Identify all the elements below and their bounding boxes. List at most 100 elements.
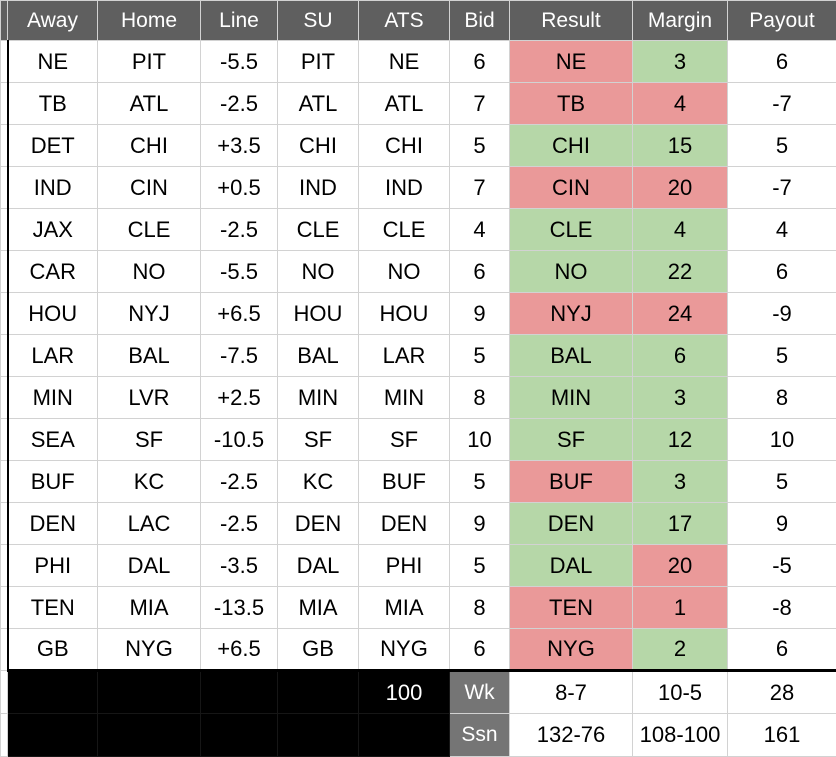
cell-line[interactable]: -2.5 bbox=[201, 503, 278, 545]
cell-result[interactable]: CLE bbox=[510, 209, 633, 251]
cell-bid[interactable]: 6 bbox=[450, 251, 510, 293]
column-header-ats[interactable]: ATS bbox=[359, 1, 450, 41]
cell-payout[interactable]: 6 bbox=[728, 251, 836, 293]
cell-margin[interactable]: 1 bbox=[633, 587, 728, 629]
cell-away[interactable]: BUF bbox=[8, 461, 98, 503]
cell-line[interactable]: -2.5 bbox=[201, 83, 278, 125]
cell-result[interactable]: TB bbox=[510, 83, 633, 125]
cell-su[interactable]: DAL bbox=[278, 545, 359, 587]
cell-su[interactable]: SF bbox=[278, 419, 359, 461]
cell-ats[interactable]: CLE bbox=[359, 209, 450, 251]
column-header-margin[interactable]: Margin bbox=[633, 1, 728, 41]
cell-payout[interactable]: -5 bbox=[728, 545, 836, 587]
cell-line[interactable]: +6.5 bbox=[201, 293, 278, 335]
cell-bid[interactable]: 5 bbox=[450, 461, 510, 503]
cell-bid[interactable]: 5 bbox=[450, 545, 510, 587]
cell-ats[interactable]: BUF bbox=[359, 461, 450, 503]
column-header-line[interactable]: Line bbox=[201, 1, 278, 41]
cell-margin[interactable]: 3 bbox=[633, 461, 728, 503]
cell-line[interactable]: +6.5 bbox=[201, 629, 278, 671]
total-bid-cell[interactable]: 100 bbox=[359, 671, 450, 714]
cell-home[interactable]: CIN bbox=[98, 167, 201, 209]
footer-margin[interactable]: 108-100 bbox=[633, 714, 728, 757]
cell-home[interactable]: LVR bbox=[98, 377, 201, 419]
cell-su[interactable]: CLE bbox=[278, 209, 359, 251]
footer-payout[interactable]: 161 bbox=[728, 714, 836, 757]
cell-away[interactable]: LAR bbox=[8, 335, 98, 377]
cell-margin[interactable]: 20 bbox=[633, 167, 728, 209]
cell-away[interactable]: DET bbox=[8, 125, 98, 167]
footer-payout[interactable]: 28 bbox=[728, 671, 836, 714]
footer-label-ssn[interactable]: Ssn bbox=[450, 714, 510, 757]
cell-ats[interactable]: HOU bbox=[359, 293, 450, 335]
cell-ats[interactable]: CHI bbox=[359, 125, 450, 167]
cell-bid[interactable]: 5 bbox=[450, 125, 510, 167]
cell-home[interactable]: ATL bbox=[98, 83, 201, 125]
cell-su[interactable]: GB bbox=[278, 629, 359, 671]
cell-ats[interactable]: MIN bbox=[359, 377, 450, 419]
cell-margin[interactable]: 4 bbox=[633, 209, 728, 251]
cell-ats[interactable]: ATL bbox=[359, 83, 450, 125]
cell-bid[interactable]: 10 bbox=[450, 419, 510, 461]
cell-bid[interactable]: 8 bbox=[450, 377, 510, 419]
cell-away[interactable]: PHI bbox=[8, 545, 98, 587]
cell-payout[interactable]: 5 bbox=[728, 461, 836, 503]
cell-result[interactable]: MIN bbox=[510, 377, 633, 419]
cell-ats[interactable]: NYG bbox=[359, 629, 450, 671]
cell-ats[interactable]: IND bbox=[359, 167, 450, 209]
cell-margin[interactable]: 20 bbox=[633, 545, 728, 587]
cell-result[interactable]: NE bbox=[510, 41, 633, 83]
cell-line[interactable]: +0.5 bbox=[201, 167, 278, 209]
cell-bid[interactable]: 8 bbox=[450, 587, 510, 629]
cell-home[interactable]: KC bbox=[98, 461, 201, 503]
cell-margin[interactable]: 4 bbox=[633, 83, 728, 125]
cell-away[interactable]: GB bbox=[8, 629, 98, 671]
cell-line[interactable]: +2.5 bbox=[201, 377, 278, 419]
cell-payout[interactable]: 6 bbox=[728, 629, 836, 671]
cell-bid[interactable]: 9 bbox=[450, 293, 510, 335]
cell-su[interactable]: ATL bbox=[278, 83, 359, 125]
cell-ats[interactable]: PHI bbox=[359, 545, 450, 587]
cell-home[interactable]: CLE bbox=[98, 209, 201, 251]
cell-payout[interactable]: -7 bbox=[728, 83, 836, 125]
footer-label-wk[interactable]: Wk bbox=[450, 671, 510, 714]
cell-result[interactable]: DAL bbox=[510, 545, 633, 587]
cell-result[interactable]: CIN bbox=[510, 167, 633, 209]
cell-away[interactable]: DEN bbox=[8, 503, 98, 545]
cell-payout[interactable]: 10 bbox=[728, 419, 836, 461]
cell-home[interactable]: NYJ bbox=[98, 293, 201, 335]
cell-result[interactable]: DEN bbox=[510, 503, 633, 545]
cell-ats[interactable]: LAR bbox=[359, 335, 450, 377]
total-bid-cell[interactable] bbox=[359, 714, 450, 757]
cell-payout[interactable]: 6 bbox=[728, 41, 836, 83]
cell-su[interactable]: HOU bbox=[278, 293, 359, 335]
cell-margin[interactable]: 24 bbox=[633, 293, 728, 335]
cell-su[interactable]: MIA bbox=[278, 587, 359, 629]
cell-bid[interactable]: 6 bbox=[450, 41, 510, 83]
cell-line[interactable]: -10.5 bbox=[201, 419, 278, 461]
cell-home[interactable]: LAC bbox=[98, 503, 201, 545]
cell-margin[interactable]: 22 bbox=[633, 251, 728, 293]
cell-ats[interactable]: SF bbox=[359, 419, 450, 461]
cell-bid[interactable]: 7 bbox=[450, 83, 510, 125]
footer-result[interactable]: 8-7 bbox=[510, 671, 633, 714]
cell-payout[interactable]: 8 bbox=[728, 377, 836, 419]
cell-margin[interactable]: 3 bbox=[633, 41, 728, 83]
cell-line[interactable]: -5.5 bbox=[201, 41, 278, 83]
cell-payout[interactable]: 5 bbox=[728, 125, 836, 167]
cell-away[interactable]: CAR bbox=[8, 251, 98, 293]
cell-home[interactable]: DAL bbox=[98, 545, 201, 587]
cell-ats[interactable]: NE bbox=[359, 41, 450, 83]
cell-line[interactable]: -2.5 bbox=[201, 461, 278, 503]
footer-margin[interactable]: 10-5 bbox=[633, 671, 728, 714]
cell-away[interactable]: MIN bbox=[8, 377, 98, 419]
cell-su[interactable]: IND bbox=[278, 167, 359, 209]
cell-home[interactable]: CHI bbox=[98, 125, 201, 167]
cell-result[interactable]: NYJ bbox=[510, 293, 633, 335]
cell-away[interactable]: SEA bbox=[8, 419, 98, 461]
cell-away[interactable]: HOU bbox=[8, 293, 98, 335]
cell-margin[interactable]: 12 bbox=[633, 419, 728, 461]
column-header-away[interactable]: Away bbox=[8, 1, 98, 41]
cell-line[interactable]: -5.5 bbox=[201, 251, 278, 293]
cell-home[interactable]: NYG bbox=[98, 629, 201, 671]
